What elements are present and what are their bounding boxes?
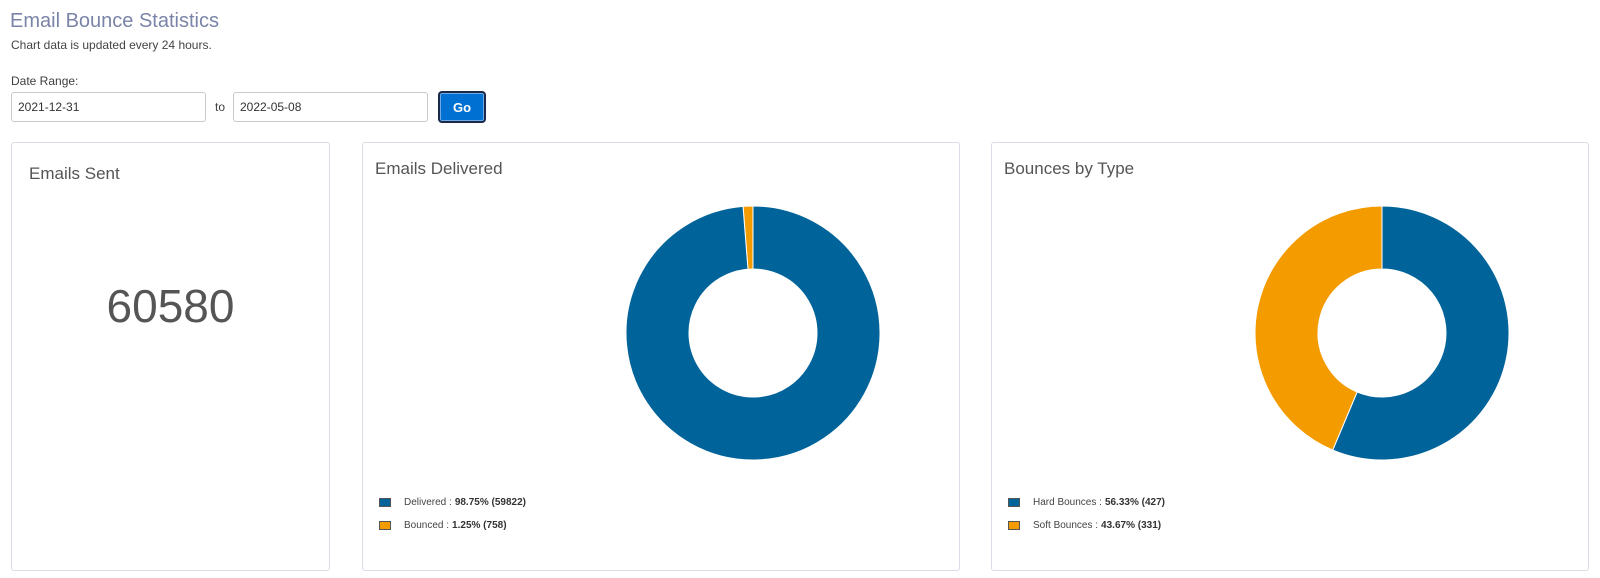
date-range-label: Date Range:: [11, 74, 79, 88]
legend-swatch-bounced: [379, 521, 391, 530]
legend-label-hard-bounces: Hard Bounces :: [1033, 497, 1102, 508]
legend-value-soft-bounces: 43.67% (331): [1101, 520, 1162, 531]
page-subtitle: Chart data is updated every 24 hours.: [11, 38, 212, 52]
donut-slice-soft-bounces[interactable]: [1254, 205, 1383, 451]
legend-value-hard-bounces: 56.33% (427): [1104, 497, 1165, 508]
legend-swatch-delivered: [379, 498, 391, 507]
legend-value-delivered: 98.75% (59822): [454, 497, 526, 508]
to-label: to: [215, 100, 226, 114]
emails-sent-title: Emails Sent: [29, 164, 120, 183]
legend-item-hard-bounces[interactable]: Hard Bounces : 56.33% (427): [1008, 491, 1165, 514]
emails-delivered-title: Emails Delivered: [375, 159, 503, 178]
legend-value-bounced: 1.25% (758): [452, 520, 507, 531]
legend-label-delivered: Delivered :: [404, 497, 452, 508]
legend-swatch-soft-bounces: [1008, 521, 1020, 530]
emails-sent-card: Emails Sent 60580: [11, 142, 330, 571]
end-date-input[interactable]: [233, 92, 428, 122]
emails-delivered-card: Emails Delivered Delivered : 98.75% (598…: [362, 142, 960, 571]
legend-label-bounced: Bounced :: [404, 520, 450, 531]
donut-slice-delivered[interactable]: [625, 205, 881, 461]
legend-item-delivered[interactable]: Delivered : 98.75% (59822): [379, 491, 526, 514]
emails-sent-value: 60580: [106, 280, 235, 332]
legend-item-soft-bounces[interactable]: Soft Bounces : 43.67% (331): [1008, 514, 1165, 537]
delivered-donut-chart[interactable]: [621, 201, 885, 465]
donut-slice-hard-bounces[interactable]: [1332, 205, 1510, 461]
bounces-by-type-title: Bounces by Type: [1004, 159, 1135, 178]
go-button[interactable]: Go: [438, 91, 486, 123]
bounces-by-type-card: Bounces by Type Hard Bounces : 56.33% (4…: [991, 142, 1589, 571]
page-title: Email Bounce Statistics: [10, 10, 219, 32]
legend-swatch-hard-bounces: [1008, 498, 1020, 507]
legend-label-soft-bounces: Soft Bounces :: [1033, 520, 1099, 531]
bounces-legend: Hard Bounces : 56.33% (427) Soft Bounces…: [1008, 491, 1165, 537]
legend-item-bounced[interactable]: Bounced : 1.25% (758): [379, 514, 526, 537]
bounces-donut-chart[interactable]: [1250, 201, 1514, 465]
start-date-input[interactable]: [11, 92, 206, 122]
delivered-legend: Delivered : 98.75% (59822) Bounced : 1.2…: [379, 491, 526, 537]
